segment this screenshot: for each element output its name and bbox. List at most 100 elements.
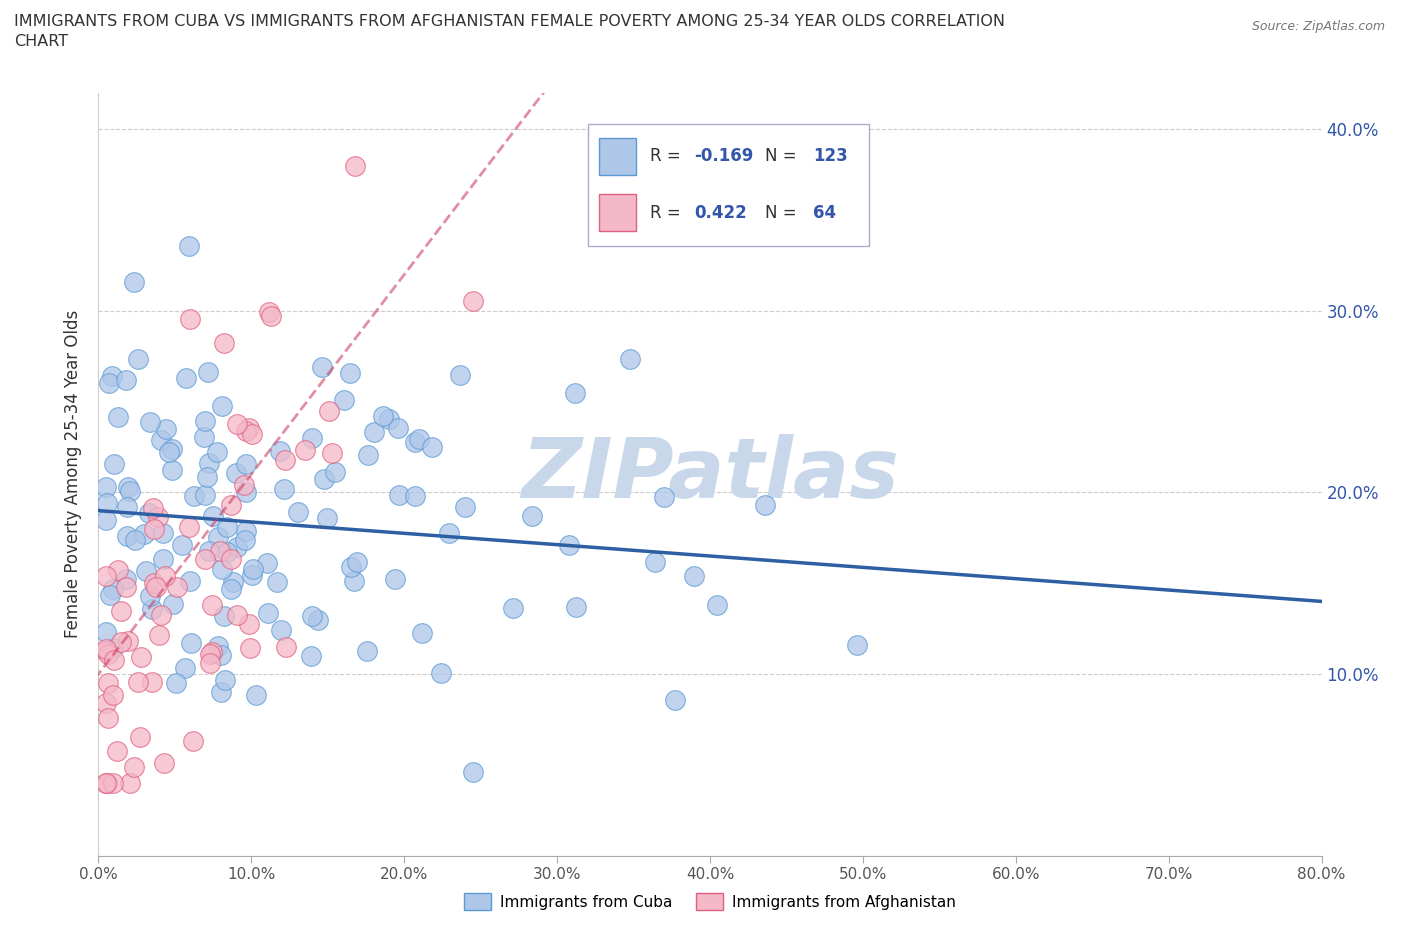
Point [94, 776, 117, 790]
Point [153, 568, 176, 583]
Point [110, 635, 132, 650]
Point [139, 589, 162, 604]
Point [314, 472, 336, 486]
Point [94, 480, 117, 495]
Point [208, 544, 231, 559]
Point [115, 572, 138, 587]
Point [257, 605, 280, 620]
Point [179, 312, 201, 327]
Point [269, 444, 291, 458]
Point [211, 562, 233, 577]
Point [301, 431, 323, 445]
Point [152, 551, 174, 566]
Point [141, 674, 163, 689]
Point [664, 692, 686, 707]
Point [211, 399, 233, 414]
Point [180, 635, 202, 650]
Point [124, 275, 146, 290]
Point [97, 676, 120, 691]
Point [565, 600, 588, 615]
Point [219, 581, 242, 596]
Point [165, 675, 187, 690]
Point [127, 674, 149, 689]
Point [274, 453, 297, 468]
Point [97, 711, 120, 725]
Point [143, 522, 166, 537]
Point [98, 587, 121, 602]
Point [363, 424, 385, 439]
Point [110, 603, 132, 618]
Point [103, 641, 125, 656]
Point [195, 470, 218, 485]
Point [209, 648, 232, 663]
Point [346, 555, 368, 570]
Point [273, 482, 295, 497]
Point [103, 652, 125, 667]
Point [122, 760, 145, 775]
Point [287, 505, 309, 520]
Point [387, 420, 409, 435]
Point [107, 563, 129, 578]
Point [94, 644, 117, 658]
Point [245, 687, 267, 702]
Point [105, 743, 128, 758]
Point [619, 352, 641, 367]
Point [201, 597, 224, 612]
Point [96, 495, 118, 510]
Point [117, 633, 139, 648]
Point [166, 580, 188, 595]
Point [101, 581, 124, 596]
Point [94, 776, 117, 790]
Point [276, 640, 298, 655]
Point [706, 598, 728, 613]
Point [115, 528, 138, 543]
Point [239, 641, 262, 656]
Point [233, 477, 256, 492]
Point [235, 457, 257, 472]
Point [340, 560, 363, 575]
Point [356, 644, 378, 658]
Point [120, 776, 142, 790]
Point [159, 445, 181, 459]
Point [408, 432, 430, 446]
Point [138, 505, 160, 520]
Point [152, 755, 174, 770]
Point [217, 545, 239, 560]
Point [96, 776, 118, 790]
Point [124, 532, 146, 547]
Point [94, 641, 117, 656]
Point [333, 392, 356, 407]
Point [94, 696, 117, 711]
Point [226, 417, 249, 432]
Point [240, 567, 263, 582]
Point [411, 625, 433, 640]
Point [115, 579, 138, 594]
Point [644, 554, 666, 569]
Point [502, 601, 524, 616]
Point [404, 488, 426, 503]
Point [193, 429, 215, 444]
Point [177, 520, 200, 535]
Point [101, 687, 124, 702]
Point [384, 572, 406, 587]
Text: CHART: CHART [14, 34, 67, 49]
Point [371, 409, 394, 424]
Point [202, 508, 225, 523]
Point [129, 649, 152, 664]
Point [238, 617, 260, 631]
Point [117, 480, 139, 495]
Point [378, 412, 401, 427]
Point [318, 404, 340, 418]
Point [155, 422, 177, 437]
Point [183, 488, 205, 503]
Point [101, 368, 124, 383]
Point [221, 575, 243, 590]
Point [205, 445, 228, 459]
Point [152, 525, 174, 540]
Text: Source: ZipAtlas.com: Source: ZipAtlas.com [1251, 20, 1385, 33]
Point [198, 544, 221, 559]
Point [225, 539, 247, 554]
Point [114, 372, 136, 387]
Point [461, 294, 484, 309]
Point [94, 624, 117, 639]
